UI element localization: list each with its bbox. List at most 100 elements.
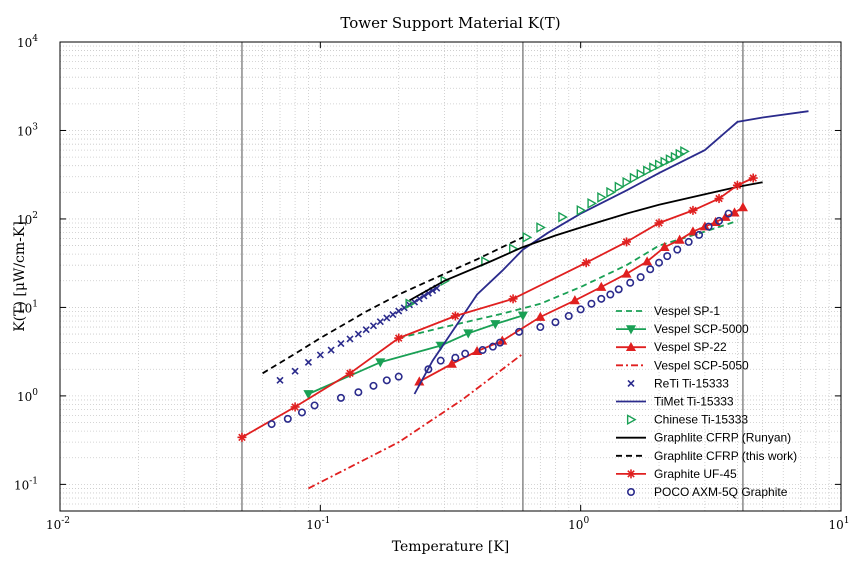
- y-tick-label: 10-1: [14, 476, 38, 492]
- data-point: [267, 420, 276, 429]
- legend-item: Vespel SP-22: [616, 340, 727, 354]
- data-point: [362, 326, 370, 334]
- data-point: [606, 186, 616, 198]
- data-point: [622, 176, 633, 188]
- data-point: [337, 340, 345, 348]
- data-point: [625, 341, 637, 352]
- plot-frame: [59, 41, 842, 512]
- data-point: [596, 281, 607, 291]
- data-point: [627, 379, 635, 387]
- data-point: [680, 146, 690, 157]
- data-point: [714, 194, 724, 204]
- data-point: [535, 311, 546, 321]
- data-point: [732, 180, 742, 190]
- data-point: [675, 148, 686, 160]
- legend-item: Vespel SCP-5000: [616, 322, 749, 336]
- legend: Vespel SP-1 Vespel SCP-5000 Vespel SP-22 Ve…: [616, 304, 797, 499]
- data-point: [643, 165, 653, 177]
- legend-item: Graphlite CFRP (Runyan): [616, 431, 791, 445]
- legend-label: ReTi Ti-15333: [654, 376, 729, 390]
- data-point: [345, 368, 355, 378]
- data-point: [283, 414, 292, 423]
- data-point: [646, 265, 655, 274]
- data-point: [724, 209, 733, 218]
- series-line: [398, 220, 738, 339]
- data-point: [389, 311, 397, 319]
- data-point: [626, 278, 635, 287]
- data-point: [369, 381, 378, 390]
- chart-title: Tower Support Material K(T): [340, 14, 560, 32]
- series-line: [409, 181, 763, 302]
- series-vespel-sp-1: [398, 220, 738, 339]
- data-point: [394, 372, 403, 381]
- data-point: [715, 216, 724, 225]
- y-tick-label: 103: [17, 122, 38, 138]
- data-point: [665, 154, 676, 165]
- data-point: [597, 192, 607, 203]
- data-point: [304, 358, 312, 366]
- series-graphlite-cfrp-runyan: [409, 181, 763, 302]
- data-point: [621, 268, 632, 278]
- data-point: [737, 202, 748, 212]
- data-point: [576, 305, 585, 314]
- data-point: [354, 388, 363, 397]
- data-point: [490, 320, 501, 330]
- series-line: [308, 314, 524, 395]
- data-point: [587, 299, 596, 308]
- legend-label: Chinese Ti-15333: [654, 413, 748, 427]
- data-point: [478, 346, 487, 355]
- legend-item: Vespel SCP-5050: [616, 358, 749, 372]
- x-tick-label: 101: [828, 516, 849, 532]
- data-point: [687, 226, 699, 236]
- data-point: [654, 218, 664, 228]
- data-point: [276, 376, 284, 384]
- x-tick-label: 10-1: [306, 516, 330, 532]
- data-point: [660, 156, 671, 168]
- series-graphlite-cfrp-this-work: [262, 236, 524, 375]
- data-point: [375, 358, 386, 368]
- data-point: [297, 408, 306, 417]
- data-point: [536, 323, 545, 332]
- data-point: [522, 231, 533, 243]
- legend-label: Vespel SCP-5000: [654, 322, 749, 336]
- data-point: [626, 414, 637, 425]
- data-point: [551, 318, 560, 327]
- series-vespel-scp-5000: [303, 311, 528, 400]
- data-point: [461, 349, 470, 358]
- data-point: [515, 327, 524, 336]
- data-point: [659, 241, 670, 252]
- legend-item: Graphlite CFRP (this work): [616, 449, 797, 463]
- y-tick-label: 104: [17, 34, 38, 50]
- y-tick-label: 102: [17, 211, 38, 227]
- data-point: [673, 245, 682, 254]
- data-point: [581, 258, 591, 268]
- legend-label: TiMet Ti-15333: [654, 395, 734, 409]
- legend-item: TiMet Ti-15333: [616, 395, 734, 409]
- data-point: [446, 358, 457, 368]
- data-point: [670, 151, 681, 163]
- data-point: [405, 298, 416, 310]
- data-point: [606, 290, 615, 299]
- data-point: [663, 252, 672, 261]
- data-point: [587, 197, 598, 209]
- data-point: [684, 237, 693, 246]
- data-point: [354, 330, 362, 338]
- legend-item: ReTi Ti-15333: [627, 376, 729, 390]
- data-point: [636, 273, 645, 282]
- data-point: [488, 342, 497, 351]
- legend-label: Graphlite CFRP (Runyan): [654, 431, 791, 445]
- legend-label: Graphlite CFRP (this work): [654, 449, 797, 463]
- data-point: [626, 469, 636, 479]
- data-point: [303, 390, 314, 400]
- series-line: [262, 236, 524, 375]
- series-chinese-ti-15333: [405, 146, 690, 310]
- data-point: [496, 338, 505, 347]
- x-tick-label: 10-2: [46, 516, 70, 532]
- data-point: [327, 346, 335, 354]
- data-point: [336, 393, 345, 402]
- data-point: [316, 351, 324, 359]
- data-point: [614, 285, 623, 294]
- data-point: [517, 311, 528, 321]
- data-point: [576, 204, 587, 216]
